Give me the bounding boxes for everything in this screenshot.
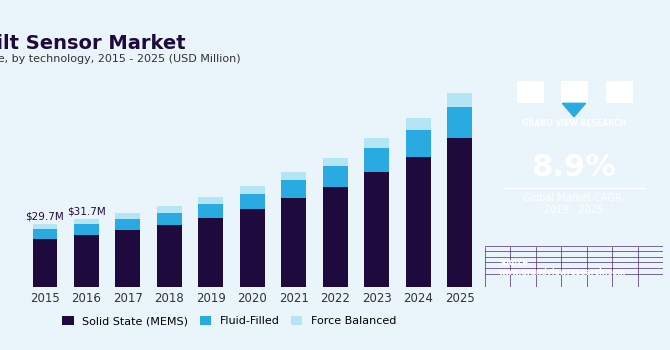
Bar bbox=[406, 130, 431, 157]
Bar bbox=[74, 235, 99, 287]
Bar bbox=[323, 187, 348, 287]
Text: $29.7M: $29.7M bbox=[25, 211, 64, 221]
FancyBboxPatch shape bbox=[517, 81, 543, 103]
Bar bbox=[115, 230, 141, 287]
Bar bbox=[406, 118, 431, 130]
Bar bbox=[74, 219, 99, 224]
Bar bbox=[240, 209, 265, 287]
FancyBboxPatch shape bbox=[561, 81, 588, 103]
Text: Global Market CAGR,
2019 - 2025: Global Market CAGR, 2019 - 2025 bbox=[523, 193, 625, 215]
Bar bbox=[281, 172, 306, 180]
Bar bbox=[198, 218, 223, 287]
Text: GRAND VIEW RESEARCH: GRAND VIEW RESEARCH bbox=[522, 119, 626, 128]
Text: 8.9%: 8.9% bbox=[531, 153, 616, 182]
Bar bbox=[33, 224, 58, 229]
Bar bbox=[323, 167, 348, 187]
Bar bbox=[240, 186, 265, 194]
Text: Tilt Sensor Market: Tilt Sensor Market bbox=[0, 34, 186, 53]
Polygon shape bbox=[562, 103, 586, 117]
Bar bbox=[33, 229, 58, 239]
Bar bbox=[323, 158, 348, 167]
Bar bbox=[364, 172, 389, 287]
Bar bbox=[115, 214, 141, 219]
Text: Source:
www.grandviewresearch.com: Source: www.grandviewresearch.com bbox=[499, 258, 626, 277]
Bar bbox=[364, 138, 389, 148]
Text: $31.7M: $31.7M bbox=[67, 207, 106, 217]
Bar bbox=[198, 204, 223, 218]
Text: size, by technology, 2015 - 2025 (USD Million): size, by technology, 2015 - 2025 (USD Mi… bbox=[0, 54, 241, 64]
Bar bbox=[157, 206, 182, 213]
Bar bbox=[198, 197, 223, 204]
Bar bbox=[281, 198, 306, 287]
Bar bbox=[74, 224, 99, 235]
Bar bbox=[448, 138, 472, 287]
Bar bbox=[406, 157, 431, 287]
Bar bbox=[281, 180, 306, 198]
Bar bbox=[364, 148, 389, 172]
Legend: Solid State (MEMS), Fluid-Filled, Force Balanced: Solid State (MEMS), Fluid-Filled, Force … bbox=[58, 312, 400, 331]
Bar bbox=[33, 239, 58, 287]
FancyBboxPatch shape bbox=[606, 81, 633, 103]
Bar bbox=[157, 225, 182, 287]
Bar bbox=[448, 107, 472, 138]
Bar bbox=[448, 93, 472, 107]
Bar bbox=[115, 219, 141, 230]
Bar bbox=[240, 194, 265, 209]
Bar bbox=[157, 213, 182, 225]
